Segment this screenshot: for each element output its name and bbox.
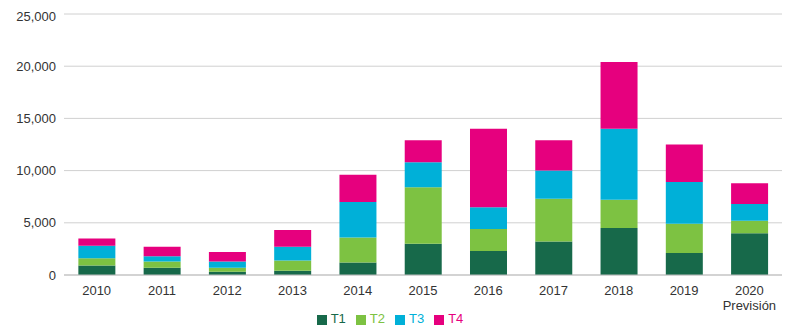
svg-text:2020Previsión: 2020Previsión [723, 283, 776, 313]
svg-text:2010: 2010 [82, 283, 111, 298]
svg-text:2013: 2013 [278, 283, 307, 298]
svg-text:2018: 2018 [604, 283, 633, 298]
svg-text:2014: 2014 [343, 283, 372, 298]
svg-text:10,000: 10,000 [16, 163, 56, 178]
html-text:T4: T4 [448, 311, 464, 326]
svg-text:15,000: 15,000 [16, 111, 56, 126]
svg-text:2019: 2019 [670, 283, 699, 298]
svg-text:2011: 2011 [148, 283, 176, 298]
svg-text:5,000: 5,000 [23, 215, 56, 230]
svg-text:2015: 2015 [409, 283, 438, 298]
html-text:T3: T3 [409, 311, 425, 326]
svg-text:2012: 2012 [213, 283, 242, 298]
svg-text:2017: 2017 [539, 283, 568, 298]
html-text:T1: T1 [330, 311, 346, 326]
svg-text:2016: 2016 [474, 283, 503, 298]
html-text:T2: T2 [369, 311, 385, 326]
svg-text:0: 0 [49, 268, 56, 283]
svg-text:25,000: 25,000 [16, 9, 56, 24]
svg-text:20,000: 20,000 [16, 59, 56, 74]
